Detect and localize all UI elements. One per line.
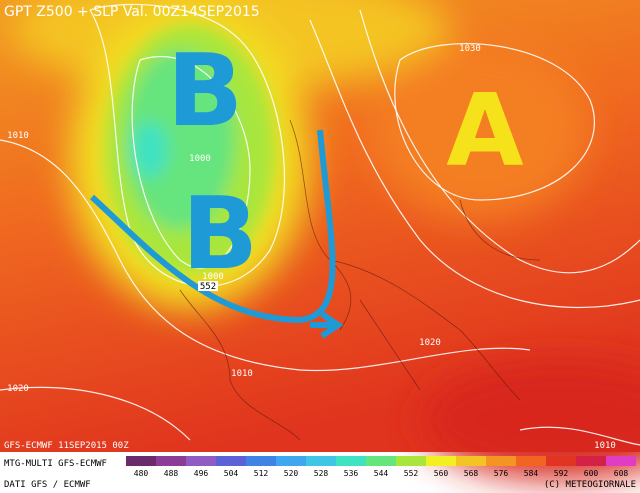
colorbar-label: 544 <box>374 469 389 478</box>
run-label: GFS-ECMWF 11SEP2015 00Z <box>4 441 129 451</box>
colorbar-swatch <box>576 456 606 466</box>
colorbar-swatch <box>216 456 246 466</box>
low-label: B <box>182 175 258 292</box>
map-title: GPT Z500 + SLP Val. 00Z14SEP2015 <box>4 4 260 20</box>
isobar-label: 1020 <box>419 338 441 348</box>
colorbar-swatch <box>426 456 456 466</box>
colorbar-swatch <box>486 456 516 466</box>
colorbar: 480 488 496 504 512 520 528 536 544 552 560 568 576 5… <box>126 456 636 478</box>
colorbar-label: 600 <box>584 469 599 478</box>
colorbar-label: 528 <box>314 469 329 478</box>
source-label: DATI GFS / ECMWF <box>4 480 91 490</box>
flow-arrowhead <box>310 311 344 339</box>
colorbar-swatch <box>246 456 276 466</box>
colorbar-label: 536 <box>344 469 359 478</box>
colorbar-swatch <box>606 456 636 466</box>
isobar-label: 1010 <box>594 441 616 451</box>
isobar-label: 1000 <box>189 154 211 164</box>
isoheight-label-box <box>198 281 218 291</box>
map-field <box>0 0 640 480</box>
isobar-label: 1010 <box>231 369 253 379</box>
colorbar-swatch <box>186 456 216 466</box>
isobar-label: 1030 <box>459 44 481 54</box>
colorbar-label: 608 <box>614 469 629 478</box>
colorbar-swatch <box>156 456 186 466</box>
colorbar-label: 512 <box>254 469 269 478</box>
colorbar-label: 552 <box>404 469 419 478</box>
colorbar-label: 496 <box>194 469 209 478</box>
high-label: A <box>446 72 523 189</box>
colorbar-label: 592 <box>554 469 569 478</box>
model-label: MTG-MULTI GFS-ECMWF <box>4 459 107 469</box>
colorbar-label: 480 <box>134 469 149 478</box>
colorbar-swatch <box>276 456 306 466</box>
colorbar-label: 504 <box>224 469 239 478</box>
isobar-label: 1020 <box>7 384 29 394</box>
isobar-label: 1010 <box>7 131 29 141</box>
colorbar-label: 560 <box>434 469 449 478</box>
low-label: B <box>167 32 243 149</box>
colorbar-label: 576 <box>494 469 509 478</box>
isobar-label: 1000 <box>202 272 224 282</box>
colorbar-label: 520 <box>284 469 299 478</box>
colorbar-swatch <box>546 456 576 466</box>
colorbar-swatch <box>516 456 546 466</box>
colorbar-swatch <box>126 456 156 466</box>
colorbar-label: 568 <box>464 469 479 478</box>
colorbar-label: 584 <box>524 469 539 478</box>
colorbar-swatch <box>456 456 486 466</box>
colorbar-label: 488 <box>164 469 179 478</box>
colorbar-swatch <box>396 456 426 466</box>
flow-arrow <box>89 129 336 324</box>
copyright-label: (C) METEOGIORNALE <box>544 480 636 490</box>
colorbar-swatch <box>336 456 366 466</box>
isoheight-label: 552 <box>200 282 216 292</box>
colorbar-swatch <box>306 456 336 466</box>
colorbar-swatch <box>366 456 396 466</box>
